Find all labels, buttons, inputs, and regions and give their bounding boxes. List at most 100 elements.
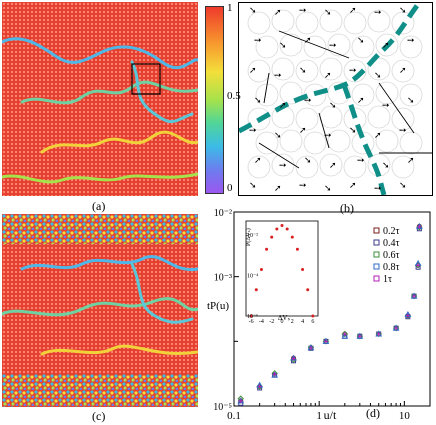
svg-text:➙: ➙ — [279, 160, 287, 170]
panel-b-image: ➘ ➚ ➙ ➘ ➚ ➙ ➘ ➙ ➘ ➚ ➙ ➘ ➚ ➙ ➚ ➙ ➘ ➚ ➙ ➘ ➚ ➘ ➚ ➙ ➘ ➚ ➙ ➘ ➙ ➘ ➚ ➙… — [237, 1, 433, 196]
data-point — [341, 332, 349, 339]
colorbar-tick-0: 0 — [227, 182, 233, 194]
panel-a-label: (a) — [92, 199, 106, 213]
panel-a-image — [0, 2, 200, 196]
data-point — [341, 330, 349, 338]
legend-entry: 1τ — [383, 274, 392, 285]
legend-marker — [373, 275, 380, 282]
data-point — [272, 372, 277, 377]
inset-x-tick-label: 4 — [301, 319, 304, 325]
svg-text:➘: ➘ — [299, 65, 307, 75]
inset-data-point — [301, 267, 305, 271]
panel-d-label: (d) — [366, 406, 380, 420]
x-axis-label: u/t — [324, 408, 337, 422]
y-axis-label: tP(u) — [207, 300, 229, 312]
data-point — [238, 398, 243, 403]
inset-data-point — [259, 267, 263, 271]
svg-text:➙: ➙ — [382, 100, 390, 110]
svg-text:➙: ➙ — [304, 95, 312, 105]
data-point — [308, 345, 313, 350]
svg-text:➘: ➘ — [357, 35, 365, 45]
svg-text:➚: ➚ — [304, 35, 312, 45]
svg-text:➚: ➚ — [349, 180, 357, 190]
y-tick-label: 10⁻³ — [214, 273, 232, 284]
svg-text:➚: ➚ — [357, 95, 365, 105]
svg-text:➚: ➚ — [324, 70, 332, 80]
legend-marker — [373, 251, 380, 258]
svg-text:➙: ➙ — [324, 130, 332, 140]
data-point — [342, 331, 347, 336]
inset-x-tick-label: 2 — [291, 319, 294, 325]
data-point — [416, 263, 421, 268]
svg-text:➚: ➚ — [299, 125, 307, 135]
data-point — [323, 339, 328, 344]
inset-data-point — [290, 235, 294, 239]
svg-text:➘: ➘ — [329, 100, 337, 110]
svg-text:➘: ➘ — [304, 155, 312, 165]
x-tick-label: 10 — [399, 410, 411, 422]
svg-text:➙: ➙ — [329, 40, 337, 50]
inset-data-point — [275, 227, 279, 231]
svg-text:➘: ➘ — [254, 95, 262, 105]
svg-text:➘: ➘ — [374, 70, 382, 80]
inset-x-tick-label: -4 — [259, 319, 264, 325]
panel-c-label: (c) — [92, 409, 106, 423]
x-tick-label: 0.1 — [227, 410, 241, 422]
svg-text:➘: ➘ — [324, 7, 332, 17]
svg-text:➙: ➙ — [254, 35, 262, 45]
inset-x-tick-label: 0 — [281, 319, 284, 325]
svg-text:➙: ➙ — [407, 35, 415, 45]
data-point — [405, 313, 410, 318]
panel-d-chart: 0.1 1 10 10⁻⁵ 10⁻³ 10⁻² u/t tP(u) 0.2τ0.4τ0.6τ0.… — [207, 208, 431, 422]
y-tick-label: 10⁻⁵ — [213, 402, 232, 413]
svg-text:➚: ➚ — [329, 160, 337, 170]
inset-data-point — [270, 235, 274, 239]
svg-text:➙: ➙ — [357, 155, 365, 165]
svg-text:➘: ➘ — [279, 40, 287, 50]
svg-text:➘: ➘ — [349, 125, 357, 135]
svg-text:➘: ➘ — [274, 130, 282, 140]
inset-data-point — [295, 247, 299, 251]
data-point — [271, 371, 278, 378]
legend-entry: 0.4τ — [383, 238, 400, 249]
svg-text:➙: ➙ — [249, 125, 257, 135]
data-point — [357, 334, 362, 339]
inset-x-label: ΔVₛ — [278, 314, 291, 322]
svg-text:➘: ➘ — [249, 180, 257, 190]
svg-text:➚: ➚ — [349, 5, 357, 15]
legend-marker — [373, 263, 380, 270]
data-point — [291, 356, 296, 361]
svg-text:➙: ➙ — [299, 5, 307, 15]
inset-x-tick-label: -2 — [269, 319, 274, 325]
data-point — [394, 326, 399, 331]
x-tick-label: 1 — [316, 410, 322, 422]
svg-text:➙: ➙ — [374, 183, 382, 193]
svg-text:➚: ➚ — [382, 40, 390, 50]
inset-data-point — [249, 314, 253, 318]
legend-entry: 0.8τ — [383, 262, 400, 273]
svg-text:➙: ➙ — [299, 180, 307, 190]
svg-text:➙: ➙ — [349, 65, 357, 75]
svg-text:➚: ➚ — [407, 155, 415, 165]
svg-text:➙: ➙ — [274, 70, 282, 80]
inset-data-point — [306, 288, 310, 292]
inset-x-tick-label: -6 — [249, 319, 254, 325]
inset-x-tick-label: 6 — [311, 319, 314, 325]
svg-text:➚: ➚ — [274, 7, 282, 17]
data-point — [417, 224, 422, 229]
colorbar — [205, 6, 224, 194]
legend-marker — [373, 239, 380, 246]
inset-y-tick-label: 10⁻² — [247, 233, 258, 239]
svg-text:➘: ➘ — [399, 5, 407, 15]
inset-y-label: P(ΔVₛ) — [245, 228, 252, 246]
y-tick-label: 10⁻² — [214, 208, 232, 219]
svg-text:➚: ➚ — [254, 155, 262, 165]
svg-text:➘: ➘ — [399, 180, 407, 190]
panel-c-image — [0, 214, 200, 407]
svg-text:➘: ➘ — [324, 183, 332, 193]
svg-text:➙: ➙ — [374, 7, 382, 17]
svg-text:➚: ➚ — [279, 100, 287, 110]
legend-marker — [373, 227, 380, 234]
svg-text:➘: ➘ — [249, 5, 257, 15]
inset-y-tick-label: 10⁻⁶ — [247, 314, 258, 320]
